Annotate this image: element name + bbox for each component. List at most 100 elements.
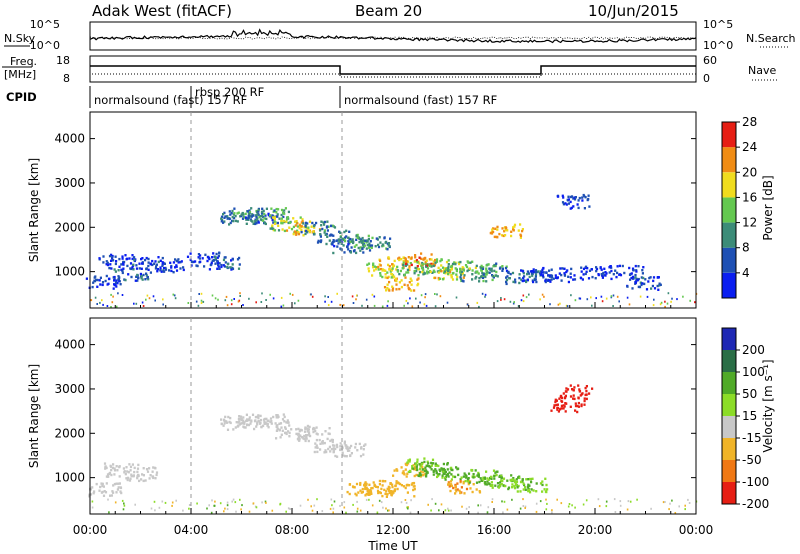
velocity-cell bbox=[412, 467, 415, 470]
velocity-cell bbox=[142, 479, 145, 483]
velocity-cell bbox=[454, 485, 457, 488]
power-cell bbox=[485, 264, 488, 267]
power-clutter-cell bbox=[517, 305, 520, 308]
velocity-clutter-cell bbox=[613, 498, 616, 501]
velocity-clutter-cell bbox=[161, 500, 164, 503]
power-cell bbox=[475, 271, 478, 274]
velocity-cell bbox=[388, 491, 391, 495]
power-cell bbox=[320, 224, 323, 227]
velocity-cell bbox=[120, 491, 123, 495]
velocity-cell bbox=[424, 466, 427, 469]
power-cell bbox=[155, 263, 158, 266]
velocity-cell bbox=[117, 482, 120, 485]
power-cell bbox=[197, 256, 200, 259]
power-cell bbox=[520, 278, 523, 281]
power-cell bbox=[526, 278, 529, 281]
power-echo-cluster bbox=[206, 255, 241, 271]
velocity-cell bbox=[295, 432, 298, 436]
cpid-strip: CPID normalsound (fast) 157 RF rbsp 200 … bbox=[6, 85, 497, 108]
power-cell bbox=[319, 233, 322, 236]
velocity-cell bbox=[341, 446, 344, 449]
velocity-cell bbox=[226, 421, 229, 424]
power-clutter-cell bbox=[403, 304, 405, 307]
power-cell bbox=[246, 210, 249, 213]
power-echo-cluster bbox=[316, 229, 352, 246]
power-cell bbox=[529, 270, 532, 273]
velocity-cell bbox=[450, 466, 453, 470]
power-cell bbox=[228, 210, 231, 213]
power-cell bbox=[347, 236, 350, 239]
power-clutter-cell bbox=[559, 302, 561, 305]
velocity-clutter-cell bbox=[241, 504, 243, 507]
velocity-cell bbox=[128, 479, 132, 482]
velocity-cell bbox=[330, 447, 333, 451]
power-echo-cluster bbox=[396, 260, 430, 277]
velocity-cell bbox=[514, 481, 517, 484]
power-cell bbox=[395, 288, 398, 291]
velocity-cell bbox=[286, 421, 289, 424]
velocity-cell bbox=[115, 491, 118, 494]
power-cell bbox=[292, 217, 295, 220]
power-cell bbox=[280, 213, 283, 217]
power-cell bbox=[311, 221, 314, 225]
power-cell bbox=[355, 251, 358, 255]
velocity-cell bbox=[475, 481, 479, 484]
power-cell bbox=[300, 229, 303, 232]
velocity-cell bbox=[369, 490, 373, 493]
velocity-cell bbox=[363, 482, 366, 486]
power-cell bbox=[271, 224, 274, 227]
velocity-cell bbox=[539, 482, 543, 485]
velocity-clutter-cell bbox=[231, 500, 233, 503]
velocity-cell bbox=[362, 448, 365, 451]
power-cell bbox=[430, 265, 433, 268]
power-clutter-cell bbox=[423, 303, 426, 306]
velocity-cell bbox=[283, 415, 286, 419]
power-cell bbox=[563, 274, 567, 277]
power-cell bbox=[440, 264, 443, 267]
power-clutter-cell bbox=[112, 295, 114, 298]
power-cell bbox=[656, 276, 659, 279]
velocity-clutter-cell bbox=[447, 507, 449, 510]
velocity-cell bbox=[495, 470, 498, 474]
power-cell bbox=[215, 252, 218, 256]
power-cell bbox=[369, 244, 372, 247]
velocity-cell bbox=[304, 427, 307, 430]
velocity-cell bbox=[113, 467, 116, 470]
velocity-cell bbox=[401, 471, 404, 475]
power-cell bbox=[505, 265, 508, 268]
velocity-clutter-cell bbox=[311, 509, 314, 512]
power-cell bbox=[450, 265, 453, 268]
velocity-clutter-cell bbox=[409, 511, 412, 514]
power-cell bbox=[199, 260, 202, 263]
velocity-cell bbox=[440, 467, 443, 470]
freq-line bbox=[90, 65, 696, 75]
velocity-cell bbox=[346, 447, 349, 451]
velocity-cell bbox=[429, 466, 432, 469]
velocity-clutter-cell bbox=[158, 506, 161, 509]
freq-tick-bottom: 8 bbox=[63, 72, 70, 85]
power-cell bbox=[238, 263, 241, 266]
power-cell bbox=[141, 262, 144, 265]
power-clutter-cell bbox=[90, 299, 93, 302]
power-cell bbox=[577, 206, 580, 210]
velocity-cell bbox=[254, 419, 257, 422]
power-cell bbox=[220, 220, 223, 223]
velocity-cell bbox=[457, 467, 460, 470]
velocity-clutter-cell bbox=[438, 509, 440, 512]
power-cell bbox=[616, 271, 619, 275]
power-cell bbox=[398, 256, 401, 259]
power-colorbar-swatch bbox=[722, 247, 736, 273]
power-cell bbox=[377, 268, 380, 271]
velocity-cell bbox=[118, 482, 121, 485]
velocity-cell bbox=[242, 421, 245, 424]
power-cell bbox=[523, 275, 526, 278]
velocity-cell bbox=[153, 466, 156, 470]
power-cell bbox=[308, 230, 311, 234]
velocity-cell bbox=[248, 418, 251, 421]
power-cell bbox=[567, 198, 570, 201]
velocity-cell bbox=[152, 476, 155, 480]
power-cell bbox=[182, 266, 185, 269]
power-cell bbox=[402, 264, 405, 267]
power-cell bbox=[240, 214, 243, 218]
power-cell bbox=[367, 267, 370, 270]
